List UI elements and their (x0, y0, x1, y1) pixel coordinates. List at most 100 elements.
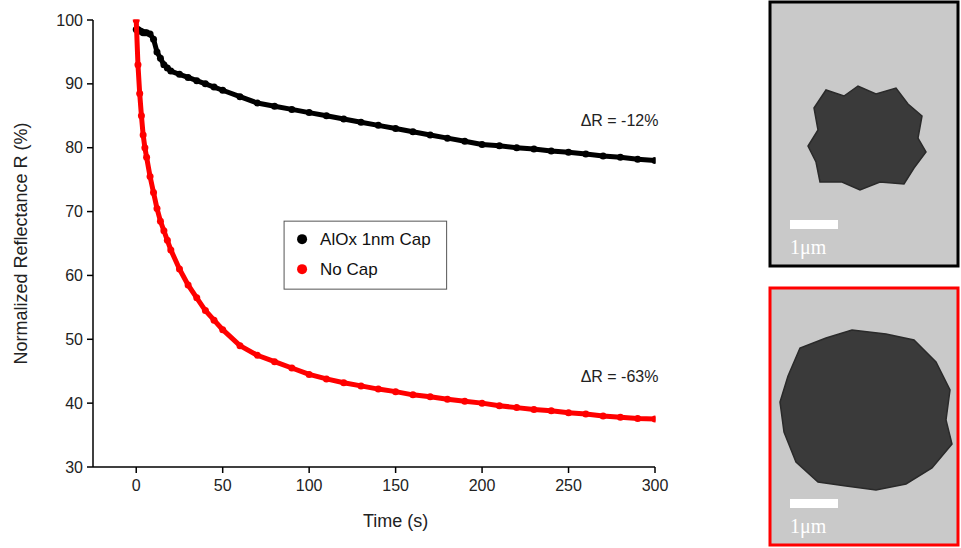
y-axis (92, 20, 94, 467)
point (340, 379, 347, 386)
point (375, 386, 382, 393)
point (236, 342, 243, 349)
hole (780, 330, 952, 490)
point (634, 415, 641, 422)
point (236, 93, 243, 100)
point (513, 404, 520, 411)
point (164, 237, 171, 244)
y-tick-label: 80 (65, 139, 83, 156)
point (565, 149, 572, 156)
x-tick-label: 100 (296, 477, 323, 494)
y-tick-label: 50 (65, 331, 83, 348)
legend-label: AlOx 1nm Cap (320, 230, 431, 249)
point (167, 68, 174, 75)
sem-image: 1μm (770, 288, 958, 545)
point (548, 147, 555, 154)
point (202, 307, 209, 314)
point (288, 365, 295, 372)
legend-marker (297, 264, 307, 274)
x-axis (93, 466, 655, 468)
image-frame (770, 2, 958, 266)
point (185, 74, 192, 81)
point (461, 398, 468, 405)
point (211, 84, 218, 91)
x-tick (308, 467, 310, 473)
point (323, 375, 330, 382)
point (582, 151, 589, 158)
point (323, 112, 330, 119)
point (141, 144, 148, 151)
x-tick (135, 467, 137, 473)
y-tick (87, 402, 93, 404)
plot-data (133, 20, 656, 423)
y-tick (87, 147, 93, 149)
point (254, 100, 261, 107)
legend-marker (297, 234, 307, 244)
point (150, 189, 157, 196)
point (153, 48, 160, 55)
point (530, 145, 537, 152)
point (444, 396, 451, 403)
x-tick (222, 467, 224, 473)
point (496, 402, 503, 409)
point (548, 407, 555, 414)
point (375, 122, 382, 129)
point (133, 20, 140, 24)
x-tick-label: 0 (132, 477, 141, 494)
point (652, 157, 656, 164)
point (409, 128, 416, 135)
point (444, 135, 451, 142)
scale-label: 1μm (790, 515, 827, 538)
point (176, 71, 183, 78)
point (202, 80, 209, 87)
point (140, 131, 147, 138)
point (358, 119, 365, 126)
series-line (136, 30, 655, 161)
point (143, 154, 150, 161)
point (271, 358, 278, 365)
point (306, 371, 313, 378)
point (157, 55, 164, 62)
x-tick (395, 467, 397, 473)
point (306, 109, 313, 116)
x-tick (481, 467, 483, 473)
point (219, 87, 226, 94)
point (530, 406, 537, 413)
point (219, 326, 226, 333)
point (427, 131, 434, 138)
legend-box (284, 221, 447, 289)
point (160, 227, 167, 234)
point (600, 412, 607, 419)
scale-label: 1μm (790, 236, 827, 259)
point (582, 410, 589, 417)
x-tick (568, 467, 570, 473)
x-tick-label: 150 (382, 477, 409, 494)
x-tick-label: 250 (555, 477, 582, 494)
point (176, 266, 183, 273)
x-tick (654, 467, 656, 473)
point (479, 141, 486, 148)
hole (808, 86, 926, 190)
point (193, 77, 200, 84)
y-tick (87, 19, 93, 21)
figure: 05010015020025030030405060708090100Time … (0, 0, 961, 548)
sem-image: 1μm (770, 2, 958, 266)
point (134, 61, 141, 68)
y-tick (87, 339, 93, 341)
x-tick-label: 50 (214, 477, 232, 494)
point (271, 103, 278, 110)
y-tick-label: 100 (56, 12, 83, 29)
point (153, 205, 160, 212)
point (358, 382, 365, 389)
legend: AlOx 1nm CapNo Cap (284, 221, 447, 289)
image-frame (770, 288, 958, 545)
point (427, 393, 434, 400)
point (392, 388, 399, 395)
point (185, 282, 192, 289)
point (479, 400, 486, 407)
point (392, 125, 399, 132)
annotation: ΔR = -63% (581, 368, 659, 385)
point (409, 391, 416, 398)
x-tick-label: 200 (469, 477, 496, 494)
y-tick (87, 83, 93, 85)
